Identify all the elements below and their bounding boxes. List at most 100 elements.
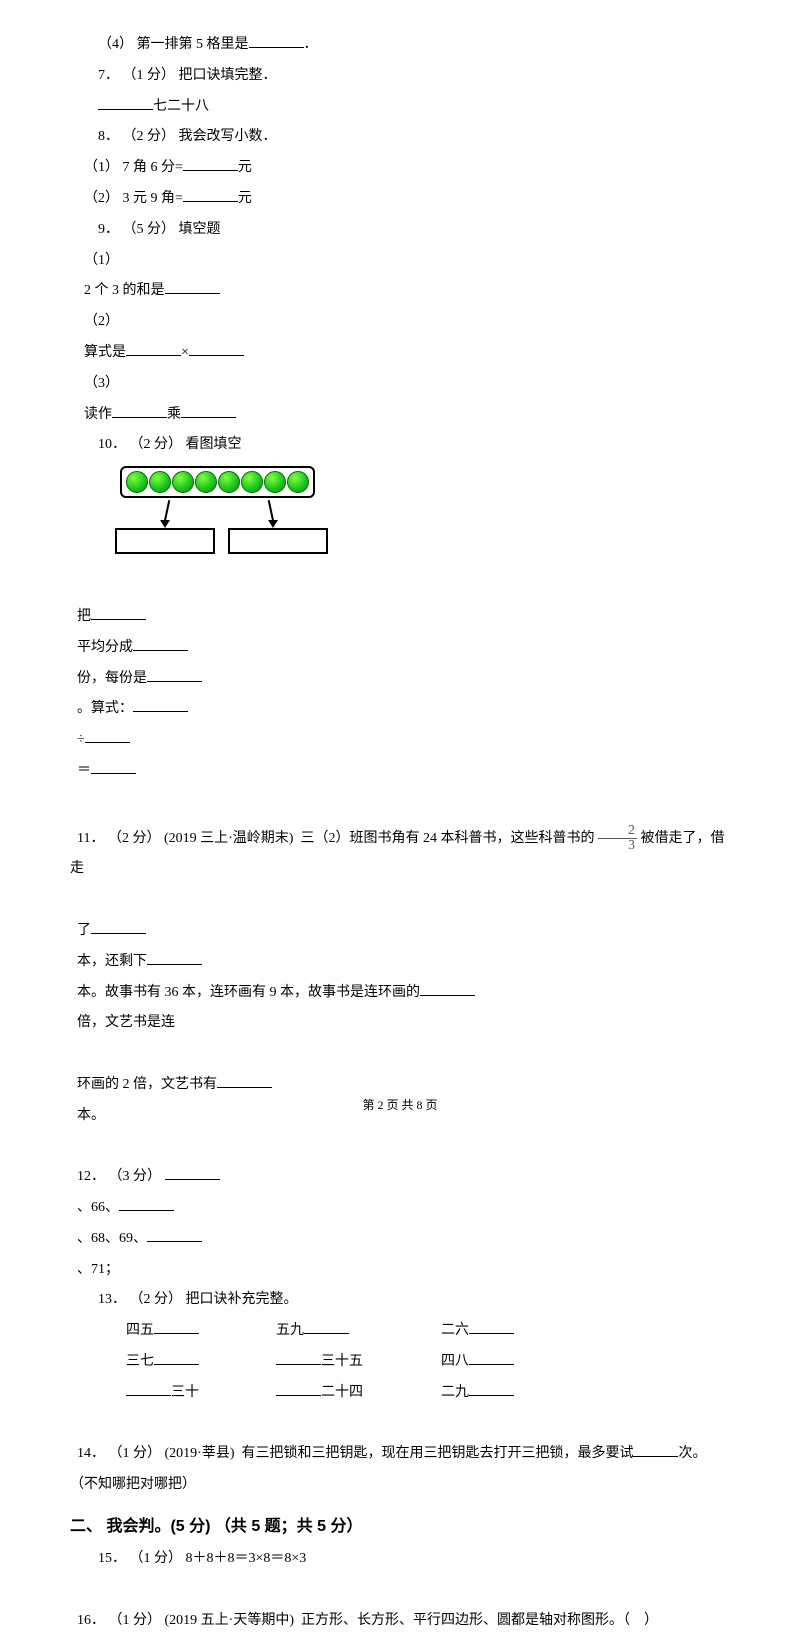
answer-box[interactable] <box>115 528 215 554</box>
t: 二九 <box>441 1385 469 1400</box>
t: ＝ <box>77 763 91 778</box>
t: 二十四 <box>321 1385 363 1400</box>
circle-icon <box>195 471 217 493</box>
t: 14． （1 分） (2019·莘县) 有三把锁和三把钥匙，现在用三把钥匙去打开… <box>77 1446 633 1461</box>
t: 16． （1 分） (2019 五上·天等期中) 正方形、长方形、平行四边形、圆… <box>77 1613 630 1628</box>
blank[interactable] <box>126 1379 171 1396</box>
q9-3a-line: 读作乘 <box>70 400 730 431</box>
q10-fill: 把 平均分成 份，每份是 。算式： ÷ ＝ <box>70 571 730 787</box>
t: 三十 <box>171 1385 199 1400</box>
q4-line: （4） 第一排第 5 格里是． <box>70 30 730 61</box>
q15: 15． （1 分） 8＋8＋8＝3×8＝8×3 <box>70 1544 730 1575</box>
t: ÷ <box>77 732 85 747</box>
blank[interactable] <box>469 1317 514 1334</box>
blank[interactable] <box>181 401 236 418</box>
q9-3a: 读作 <box>84 407 112 422</box>
circle-icon <box>149 471 171 493</box>
q8-2a: （2） 3 元 9 角= <box>84 191 183 206</box>
blank[interactable] <box>133 634 188 651</box>
q8-2: （2） 3 元 9 角=元 <box>70 184 730 215</box>
t: 。算式： <box>77 701 133 716</box>
blank[interactable] <box>147 665 202 682</box>
blank[interactable] <box>217 1071 272 1088</box>
blank[interactable] <box>276 1348 321 1365</box>
t: 二六 <box>441 1323 469 1338</box>
blank[interactable] <box>91 603 146 620</box>
t: 、66、 <box>77 1200 119 1215</box>
blank[interactable] <box>126 339 181 356</box>
t: 12． （3 分） <box>77 1169 165 1184</box>
blank[interactable] <box>147 1225 202 1242</box>
blank[interactable] <box>183 185 238 202</box>
blank[interactable] <box>183 154 238 171</box>
q9-2a: 算式是 <box>84 345 126 360</box>
blank[interactable] <box>276 1379 321 1396</box>
q8: 8． （2 分） 我会改写小数． <box>70 122 730 153</box>
q9: 9． （5 分） 填空题 <box>70 215 730 246</box>
blank[interactable] <box>91 917 146 934</box>
q4-end: ． <box>304 37 318 52</box>
fraction: 23 <box>598 824 637 853</box>
t: 环画的 2 倍，文艺书有 <box>77 1077 217 1092</box>
blank[interactable] <box>165 278 220 295</box>
q13: 13． （2 分） 把口诀补充完整。 <box>70 1285 730 1316</box>
t: 把 <box>77 609 91 624</box>
q14-note: （不知哪把对哪把） <box>70 1470 730 1501</box>
q9-1: （1） <box>70 246 730 277</box>
q9-1a-line: 2 个 3 的和是 <box>70 276 730 307</box>
blank[interactable] <box>420 979 475 996</box>
blank[interactable] <box>304 1317 349 1334</box>
arrow-head-icon <box>160 520 170 528</box>
blank[interactable] <box>469 1379 514 1396</box>
t: 、68、69、 <box>77 1231 147 1246</box>
q7: 7． （1 分） 把口诀填完整． <box>70 61 730 92</box>
q14: 14． （1 分） (2019·莘县) 有三把锁和三把钥匙，现在用三把钥匙去打开… <box>70 1409 730 1471</box>
q13-row3: 三十 二十四 二九 <box>70 1378 730 1409</box>
blank[interactable] <box>85 726 130 743</box>
t: 三七 <box>126 1354 154 1369</box>
q7-text: 七二十八 <box>153 99 209 114</box>
q13-row2: 三七 三十五 四八 <box>70 1347 730 1378</box>
blank[interactable] <box>189 339 244 356</box>
blank[interactable] <box>133 696 188 713</box>
arrow-icon <box>164 500 171 522</box>
answer-box[interactable] <box>228 528 328 554</box>
arrow-icon <box>268 500 275 522</box>
t: 本，还剩下 <box>77 954 147 969</box>
q8-1: （1） 7 角 6 分= 元 <box>70 153 730 184</box>
t: 份，每份是 <box>77 671 147 686</box>
blank[interactable] <box>91 757 136 774</box>
q11-line2: 了 本，还剩下 本。故事书有 36 本，连环画有 9 本，故事书是连环画的 倍，… <box>70 885 730 1039</box>
q8-1a: （1） 7 角 6 分= <box>84 160 183 175</box>
t: 平均分成 <box>77 640 133 655</box>
circle-row <box>120 466 315 498</box>
t: 本。故事书有 36 本，连环画有 9 本，故事书是连环画的 <box>77 985 420 1000</box>
blank[interactable] <box>633 1441 678 1458</box>
circle-icon <box>126 471 148 493</box>
q9-2a-line: 算式是× <box>70 338 730 369</box>
fraction-num: 2 <box>598 824 637 839</box>
blank[interactable] <box>469 1348 514 1365</box>
q11-line1: 11． （2 分） (2019 三上·温岭期末) 三（2）班图书角有 24 本科… <box>70 793 730 885</box>
t: 11． （2 分） (2019 三上·温岭期末) 三（2）班图书角有 24 本科… <box>77 831 598 846</box>
blank[interactable] <box>165 1164 220 1181</box>
q8-1b: 元 <box>238 160 252 175</box>
t: 、71； <box>77 1262 119 1277</box>
t: 次。 <box>678 1446 706 1461</box>
blank[interactable] <box>119 1194 174 1211</box>
fraction-den: 3 <box>598 839 637 853</box>
q16: 16． （1 分） (2019 五上·天等期中) 正方形、长方形、平行四边形、圆… <box>70 1575 730 1637</box>
blank[interactable] <box>154 1348 199 1365</box>
blank[interactable] <box>249 31 304 48</box>
q9-2: （2） <box>70 307 730 338</box>
arrow-head-icon <box>268 520 278 528</box>
circle-icon <box>241 471 263 493</box>
blank[interactable] <box>154 1317 199 1334</box>
blank[interactable] <box>112 401 167 418</box>
blank[interactable] <box>98 93 153 110</box>
q9-3: （3） <box>70 369 730 400</box>
t: 倍，文艺书是连 <box>77 1015 175 1030</box>
circle-icon <box>287 471 309 493</box>
blank[interactable] <box>147 948 202 965</box>
section-2-title: 二、 我会判。(5 分) （共 5 题；共 5 分） <box>70 1509 730 1544</box>
